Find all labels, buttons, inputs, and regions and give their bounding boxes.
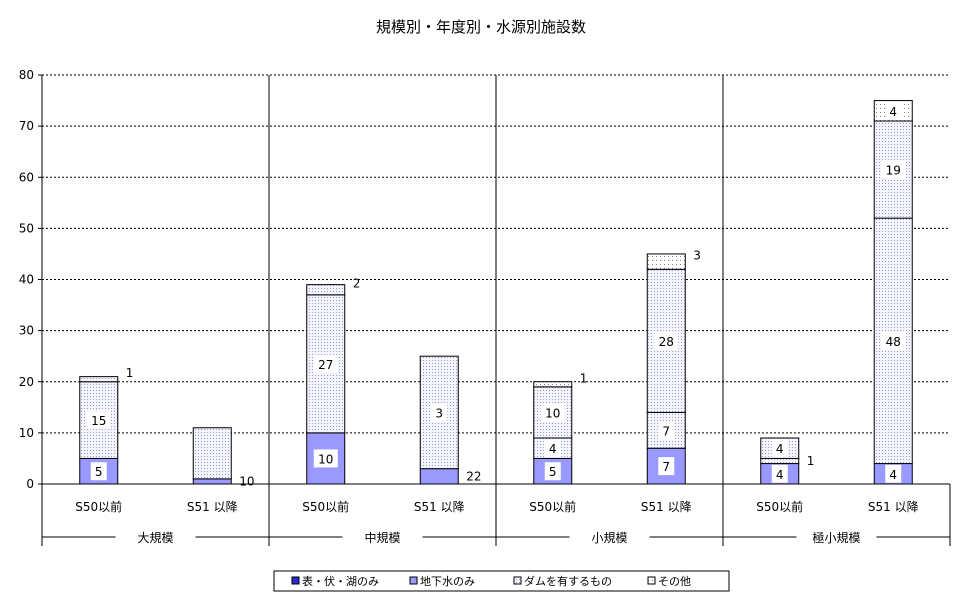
data-label: 5 [95, 465, 103, 479]
legend: 表・伏・湖のみ 地下水のみ ダムを有するもの その他 [273, 570, 730, 592]
data-label-bg [544, 439, 561, 458]
data-label: 48 [886, 335, 901, 349]
data-label: 4 [776, 442, 784, 456]
x-group-label: 極小規模 [812, 530, 860, 545]
data-label-bg [86, 411, 111, 430]
data-label-bg [313, 449, 338, 468]
bar-segment [646, 253, 686, 270]
data-label: 10 [239, 474, 254, 488]
data-label: 28 [659, 335, 674, 349]
bar-segment [192, 478, 232, 485]
y-tick-label: 0 [26, 477, 34, 491]
data-label: 5 [549, 465, 557, 479]
grid [42, 74, 950, 434]
bar-segment [760, 457, 800, 465]
y-tick-label: 50 [19, 221, 34, 235]
data-label: 4 [549, 442, 557, 456]
data-label: 1 [580, 371, 588, 385]
data-label-bg [771, 439, 788, 458]
bar-segment [192, 427, 232, 480]
x-category-label: S51 以降 [868, 500, 919, 514]
legend-box [273, 570, 730, 592]
data-label-bg [658, 457, 675, 476]
data-label-bg [885, 101, 902, 120]
bar-segment [646, 447, 686, 485]
data-label-bg [90, 462, 107, 481]
x-group-label: 中規模 [364, 530, 400, 545]
legend-swatch [291, 576, 300, 585]
x-category-label: S50以前 [302, 499, 349, 514]
y-tick-label: 10 [19, 426, 34, 440]
legend-label: 表・伏・湖のみ [302, 574, 379, 588]
chart-title: 規模別・年度別・水源別施設数 [376, 18, 586, 36]
y-tick-label: 30 [19, 324, 34, 338]
x-category-label: S50以前 [756, 499, 803, 514]
data-label: 3 [693, 249, 701, 263]
data-label: 19 [886, 164, 901, 178]
data-label: 4 [889, 468, 897, 482]
data-label-bg [771, 464, 788, 483]
data-label-bg [654, 331, 679, 350]
data-label: 4 [889, 105, 897, 119]
data-label: 10 [318, 452, 333, 466]
data-label: 15 [91, 414, 106, 428]
bar-segment [306, 284, 346, 296]
data-label: 7 [662, 424, 670, 438]
x-group-label: 大規模 [137, 530, 173, 545]
y-tick-label: 20 [19, 375, 34, 389]
legend-swatch [647, 576, 656, 585]
bar-segment [419, 468, 459, 485]
data-label: 10 [545, 406, 560, 420]
y-tick-label: 60 [19, 170, 34, 184]
data-label: 7 [662, 460, 670, 474]
data-label: 2 [353, 277, 361, 291]
data-label-bg [431, 403, 448, 422]
legend-swatch [513, 576, 522, 585]
y-tick-label: 70 [19, 119, 34, 133]
legend-label: その他 [658, 575, 691, 588]
bar-segment [79, 376, 119, 383]
x-category-label: S51 以降 [187, 500, 238, 514]
data-label-bg [313, 354, 338, 373]
data-label: 1 [807, 454, 815, 468]
data-label: 4 [776, 468, 784, 482]
y-tick-label: 80 [19, 68, 34, 82]
legend-label: 地下水のみ [420, 575, 475, 588]
legend-label: ダムを有するもの [524, 574, 612, 588]
data-label-bg [885, 464, 902, 483]
data-label: 1 [126, 366, 134, 380]
x-category-label: S50以前 [75, 499, 122, 514]
y-tick-label: 40 [19, 273, 34, 287]
data-label: 22 [466, 469, 481, 483]
data-label-bg [881, 331, 906, 350]
bar-segment [533, 381, 573, 388]
data-label: 27 [318, 358, 333, 372]
data-label-bg [540, 403, 565, 422]
data-label: 3 [435, 406, 443, 420]
data-label-bg [658, 421, 675, 440]
x-category-label: S50以前 [529, 499, 576, 514]
x-group-label: 小規模 [591, 530, 627, 545]
x-category-label: S51 以降 [641, 500, 692, 514]
x-category-label: S51 以降 [414, 500, 465, 514]
data-label-bg [881, 160, 906, 179]
legend-swatch [409, 576, 418, 585]
data-label-bg [544, 462, 561, 481]
